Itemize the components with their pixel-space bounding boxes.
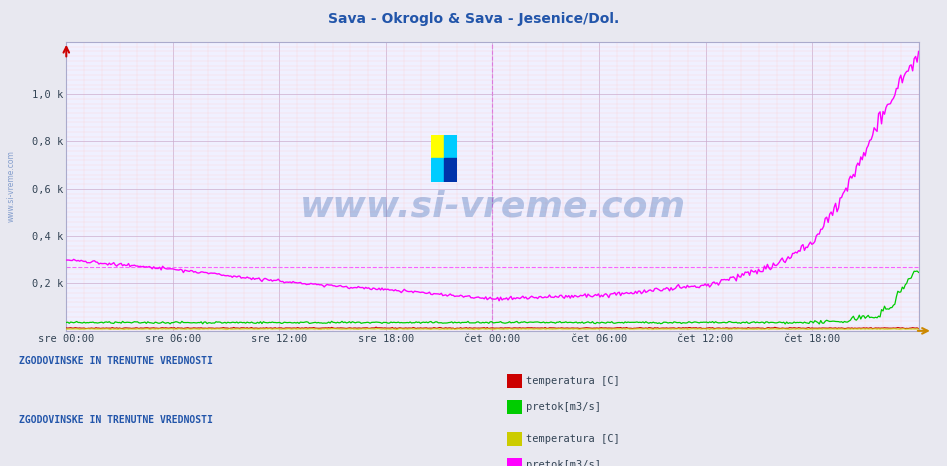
Bar: [431, 135, 444, 158]
Text: ZGODOVINSKE IN TRENUTNE VREDNOSTI: ZGODOVINSKE IN TRENUTNE VREDNOSTI: [19, 415, 213, 425]
Text: temperatura [C]: temperatura [C]: [526, 376, 619, 386]
Bar: [444, 158, 457, 182]
Text: pretok[m3/s]: pretok[m3/s]: [526, 402, 600, 412]
Bar: [444, 135, 457, 158]
Text: pretok[m3/s]: pretok[m3/s]: [526, 460, 600, 466]
Text: Sava - Okroglo & Sava - Jesenice/Dol.: Sava - Okroglo & Sava - Jesenice/Dol.: [328, 12, 619, 26]
Bar: [431, 158, 444, 182]
Text: temperatura [C]: temperatura [C]: [526, 434, 619, 445]
Text: www.si-vreme.com: www.si-vreme.com: [7, 151, 16, 222]
Text: ZGODOVINSKE IN TRENUTNE VREDNOSTI: ZGODOVINSKE IN TRENUTNE VREDNOSTI: [19, 356, 213, 366]
Text: www.si-vreme.com: www.si-vreme.com: [299, 190, 686, 224]
